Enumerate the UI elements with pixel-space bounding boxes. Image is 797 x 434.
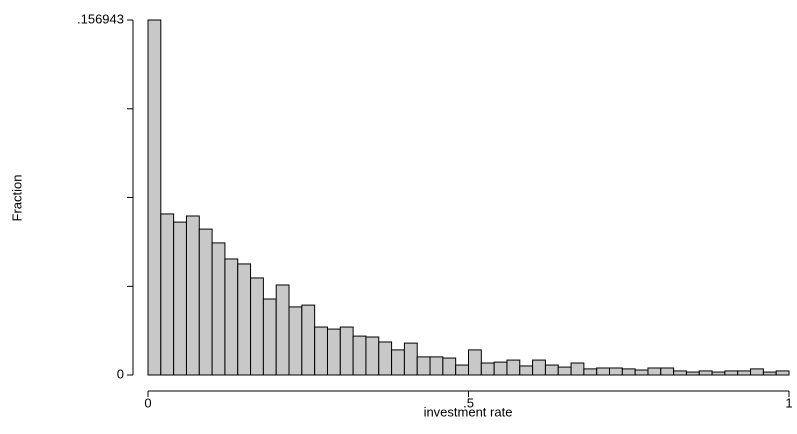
bar xyxy=(685,371,700,376)
bar xyxy=(455,364,469,376)
x-axis-title: investment rate xyxy=(424,404,513,419)
bar xyxy=(762,371,777,376)
bar xyxy=(468,349,482,376)
bar xyxy=(391,349,405,376)
y-tick-label: .156943 xyxy=(77,11,124,26)
x-tick-label: .5 xyxy=(463,395,474,410)
bar xyxy=(237,263,252,376)
bar xyxy=(737,370,752,376)
bar xyxy=(173,221,187,376)
bar xyxy=(275,284,290,376)
bar xyxy=(583,368,598,376)
bar xyxy=(416,356,431,376)
bar xyxy=(698,370,713,376)
bar xyxy=(621,368,636,376)
x-tick-label: 1 xyxy=(785,395,792,410)
bar xyxy=(724,370,739,376)
bar xyxy=(339,326,354,376)
bar xyxy=(660,367,675,376)
bar xyxy=(570,362,585,376)
bar xyxy=(673,370,687,376)
x-tick-label: 0 xyxy=(144,395,151,410)
bar xyxy=(160,213,175,376)
bar xyxy=(711,371,726,376)
y-axis-title: Fraction xyxy=(9,175,24,222)
bar xyxy=(378,341,393,376)
y-tick-label: 0 xyxy=(117,366,124,381)
bar xyxy=(185,215,200,376)
bar xyxy=(365,336,380,376)
bar xyxy=(224,258,239,376)
bar xyxy=(506,359,521,376)
bar xyxy=(288,306,303,376)
bar xyxy=(775,370,790,376)
bar xyxy=(211,242,226,376)
bar xyxy=(403,342,418,376)
bar xyxy=(352,335,367,376)
bar xyxy=(262,298,277,376)
bar xyxy=(314,326,328,376)
bar xyxy=(250,277,264,376)
bar xyxy=(198,228,213,376)
bar xyxy=(519,365,534,376)
bar xyxy=(429,356,444,376)
bar xyxy=(532,359,546,376)
bar xyxy=(557,366,572,376)
bar xyxy=(544,364,559,376)
bar xyxy=(647,367,662,376)
bar xyxy=(442,357,457,376)
bar xyxy=(634,369,649,376)
bar xyxy=(326,328,341,376)
bar xyxy=(493,361,508,376)
bar xyxy=(596,367,611,376)
bar xyxy=(480,362,495,376)
bar xyxy=(609,367,623,376)
bar xyxy=(750,368,764,376)
bar xyxy=(301,304,316,376)
bar xyxy=(147,19,162,376)
